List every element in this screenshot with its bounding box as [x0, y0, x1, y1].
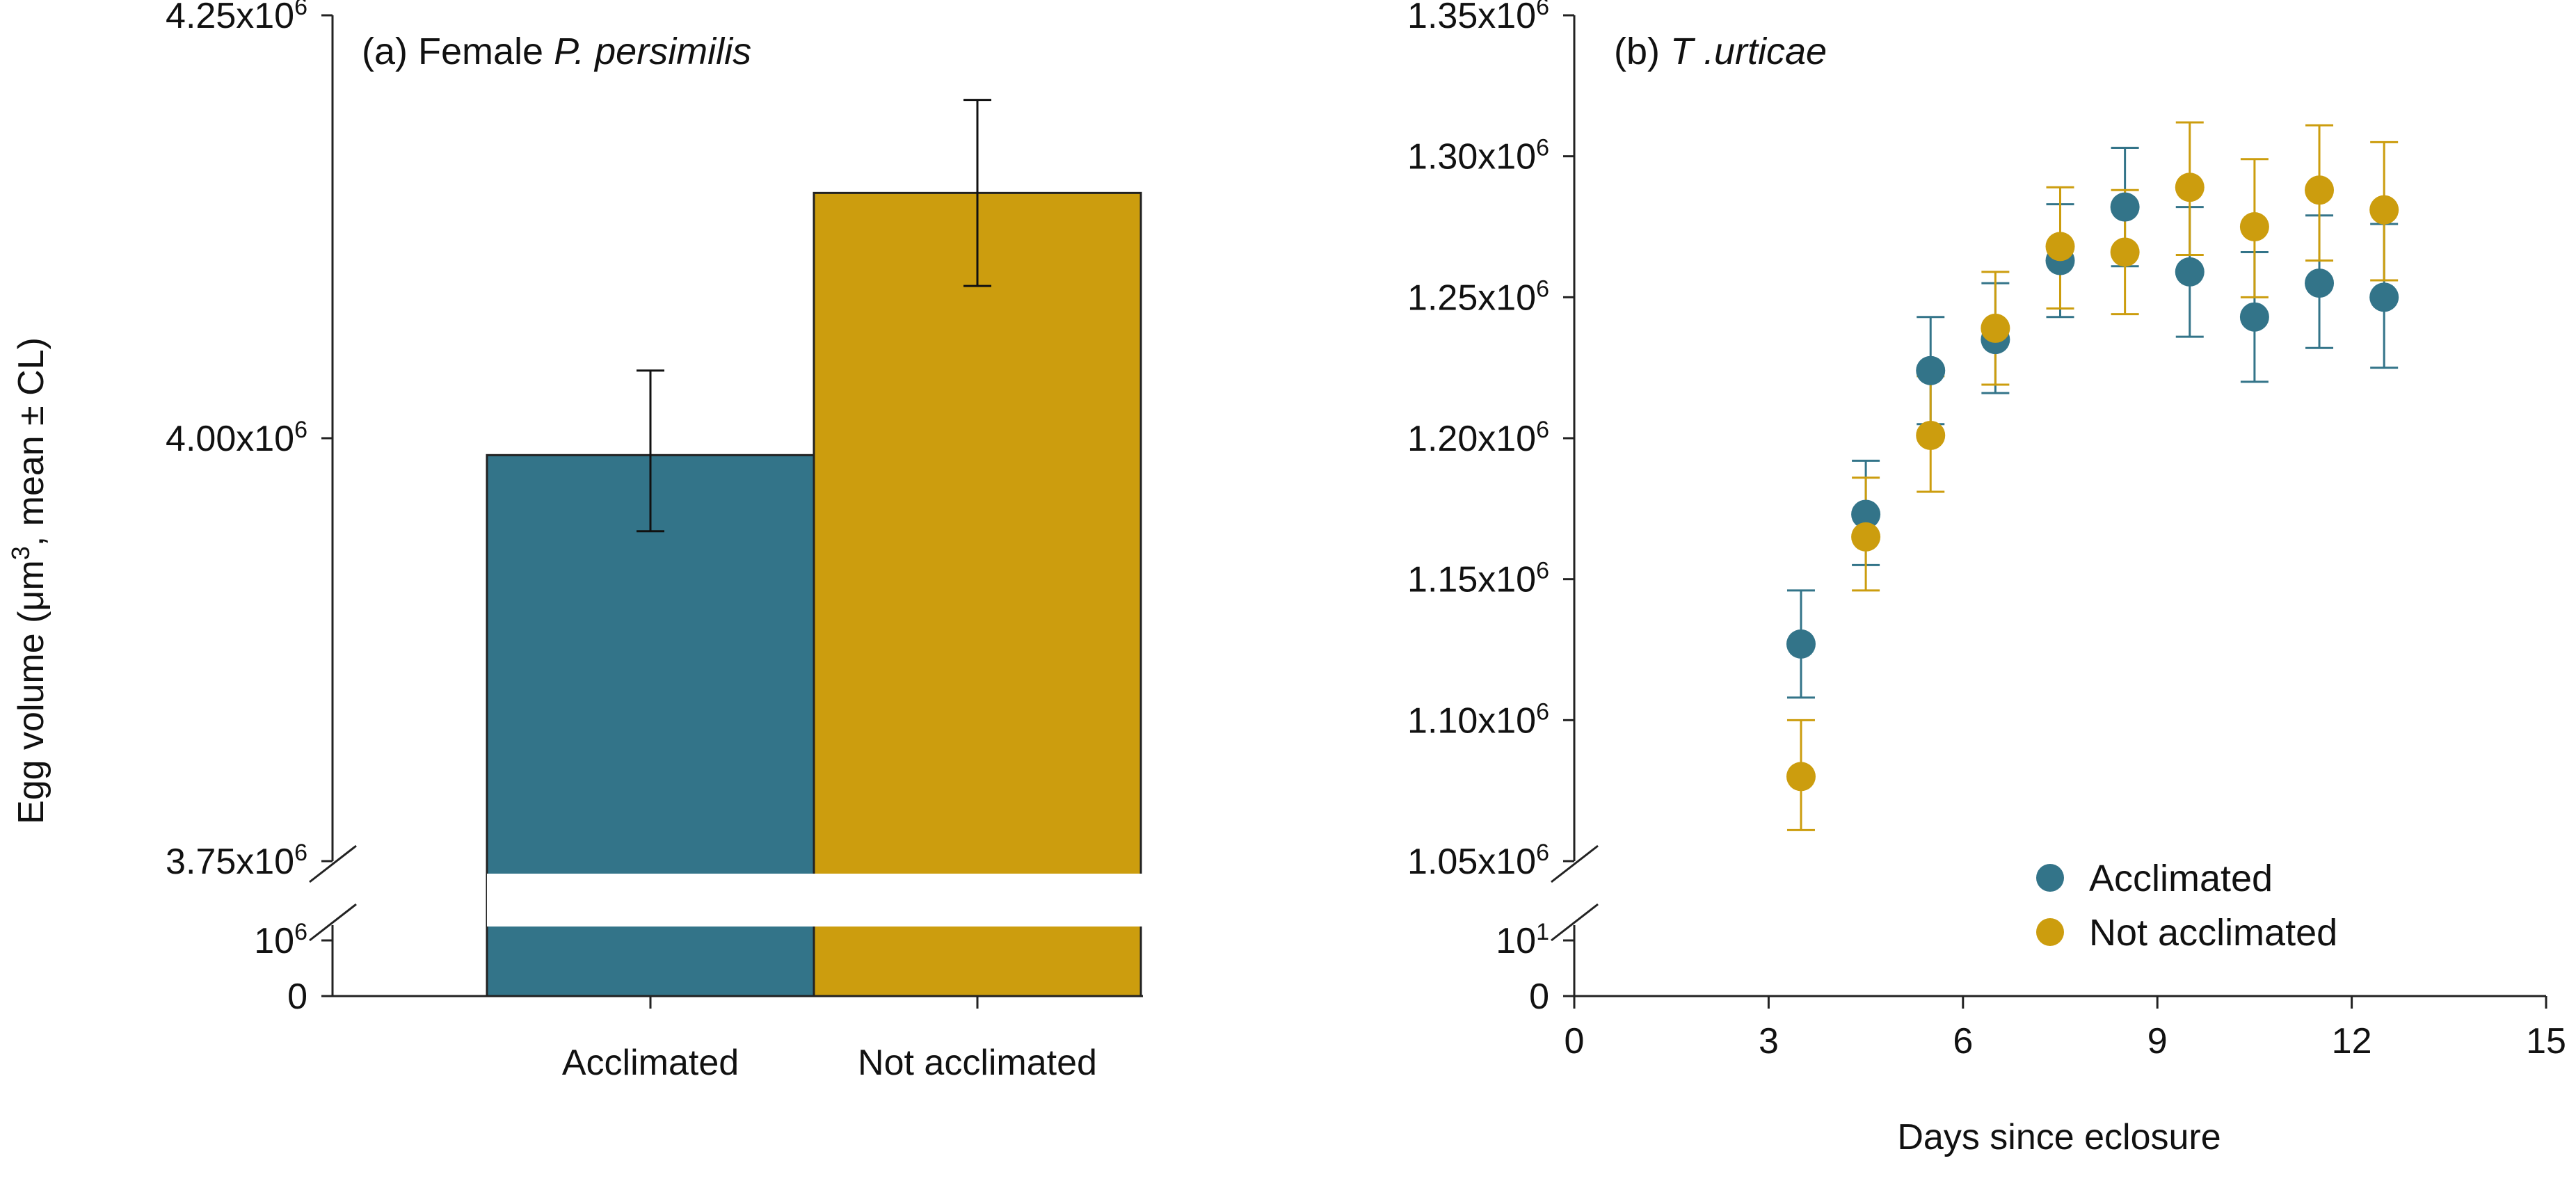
point-not-acclimated: [2110, 237, 2140, 267]
point-not-acclimated: [2175, 173, 2205, 202]
point-acclimated: [2305, 268, 2335, 298]
panel-b-title: (b) T .urticae: [1614, 31, 1827, 72]
point-acclimated: [2369, 282, 2399, 312]
y-tick-label-lower: 0: [287, 977, 307, 1017]
point-not-acclimated: [2045, 232, 2075, 262]
x-tick-label: 3: [1759, 1021, 1779, 1061]
y-tick-label: 1.20x106: [1407, 417, 1549, 459]
point-not-acclimated: [1851, 522, 1881, 552]
point-not-acclimated: [2305, 175, 2335, 205]
point-acclimated: [1786, 629, 1816, 659]
panel-a: Egg volume (μm3, mean ± CL) (a) Female P…: [6, 0, 1155, 1083]
legend: Acclimated Not acclimated: [2036, 858, 2337, 954]
point-acclimated: [2175, 257, 2205, 287]
axis-break-gap: [487, 874, 1155, 927]
x-category-label: Acclimated: [562, 1043, 739, 1083]
x-axis-title: Days since eclosure: [1897, 1117, 2221, 1157]
x-ticks: 0 3 6 9 12 15: [1565, 996, 2566, 1061]
axis-break-mark-upper: [309, 844, 357, 883]
legend-marker-acclimated: [2036, 864, 2064, 892]
error-bars-group: [1786, 121, 2399, 831]
panel-b: (b) T .urticae 1.35x1061.30x1061.25x1061…: [1407, 0, 2566, 1157]
point-acclimated: [2239, 302, 2269, 332]
point-not-acclimated: [1786, 762, 1816, 792]
y-tick-label-lower: 106: [254, 919, 307, 961]
point-not-acclimated: [1916, 420, 1946, 450]
points-group: [1786, 173, 2399, 792]
x-tick-label: 12: [2332, 1021, 2372, 1061]
point-not-acclimated: [2369, 195, 2399, 225]
legend-label-not-acclimated: Not acclimated: [2089, 912, 2337, 954]
point-acclimated: [1851, 499, 1881, 529]
error-bar-acclimated: [637, 369, 664, 533]
y-tick-label: 1.05x106: [1407, 840, 1549, 882]
y-axis-title: Egg volume (μm3, mean ± CL): [6, 337, 52, 824]
x-tick-label: 0: [1565, 1021, 1585, 1061]
x-tick-label: 6: [1953, 1021, 1973, 1061]
point-acclimated: [2110, 192, 2140, 222]
y-ticks: 1.35x106 1.30x106 1.25x106 1.20x106 1.15x106…: [1407, 0, 1574, 1017]
x-tick-label: 9: [2147, 1021, 2168, 1061]
point-not-acclimated: [1981, 313, 2010, 343]
axis-break-mark-upper: [1551, 844, 1599, 883]
axis-break-mark-lower: [1551, 903, 1599, 942]
y-tick-label: 1.15x106: [1407, 558, 1549, 600]
y-tick-label: 3.75x106: [166, 840, 307, 882]
error-bar-not-acclimated: [963, 99, 991, 287]
y-tick-label: 1.10x106: [1407, 698, 1549, 741]
panel-a-title: (a) Female P. persimilis: [362, 31, 751, 72]
y-tick-label: 1.35x106: [1407, 0, 1549, 36]
axis-break-mark-lower: [309, 903, 357, 942]
point-not-acclimated: [2239, 212, 2269, 241]
y-tick-label: 1.25x106: [1407, 275, 1549, 318]
y-tick-label-lower: 0: [1529, 977, 1549, 1017]
legend-marker-not-acclimated: [2036, 918, 2064, 946]
y-tick-label: 1.30x106: [1407, 135, 1549, 177]
point-acclimated: [1916, 355, 1946, 385]
y-ticks: 4.25x106 4.00x106 3.75x106 106 0: [166, 0, 333, 1017]
legend-label-acclimated: Acclimated: [2089, 858, 2273, 899]
x-category-label: Not acclimated: [858, 1043, 1097, 1083]
x-categories: Acclimated Not acclimated: [562, 996, 1097, 1083]
y-tick-label: 4.00x106: [166, 417, 307, 459]
error-bars-group: [637, 99, 991, 533]
y-tick-label-lower: 101: [1496, 919, 1549, 961]
bar-not-acclimated: [813, 191, 1142, 997]
y-tick-label: 4.25x106: [166, 0, 307, 36]
x-tick-label: 15: [2526, 1021, 2566, 1061]
